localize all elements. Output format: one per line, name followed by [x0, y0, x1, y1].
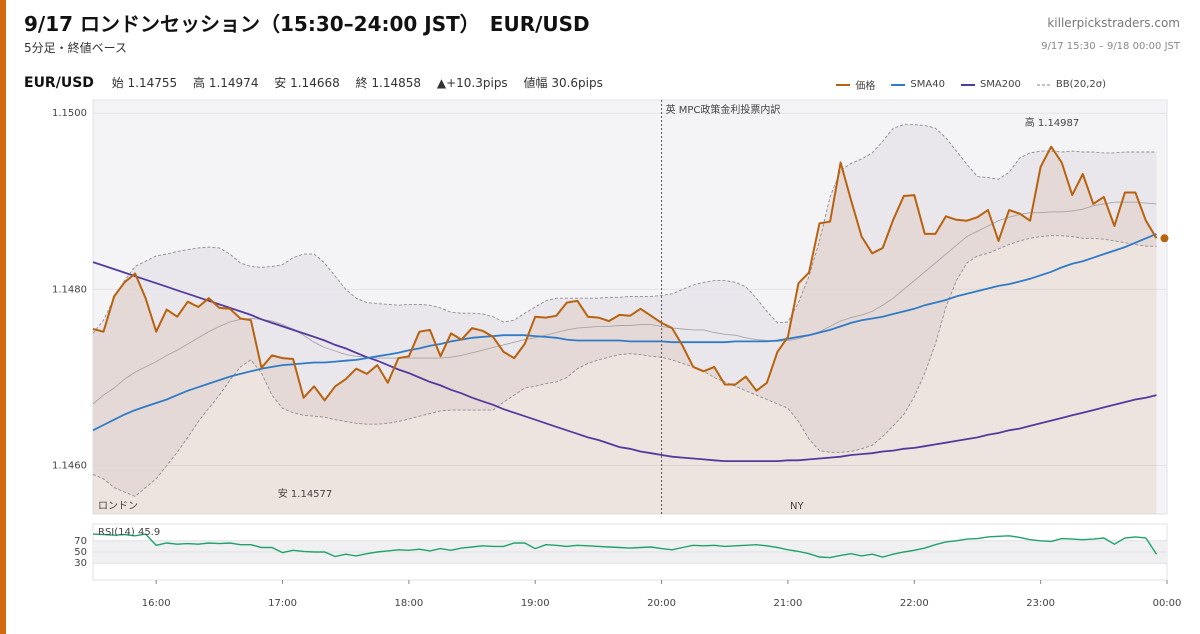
- rsi-label: RSI(14) 45.9: [98, 527, 160, 538]
- event-label: 英 MPC政策金利投票内訳: [666, 103, 781, 116]
- legend-swatch-sma40: [891, 83, 906, 86]
- legend-swatch-price: [836, 83, 851, 86]
- x-tick-label: 16:00: [142, 598, 171, 609]
- session-label-ny: NY: [790, 501, 804, 512]
- high-annotation: 高 1.14987: [1025, 116, 1080, 129]
- x-tick-label: 17:00: [268, 598, 297, 609]
- page-subtitle: 5分足・終値ベース: [24, 41, 128, 55]
- sma200-line: [92, 261, 1157, 462]
- site-name: killerpickstraders.com: [1047, 16, 1180, 30]
- high-value: 高 1.14974: [193, 76, 259, 90]
- chart-legend: 価格 SMA40 SMA200 BB(20,2σ): [836, 77, 1106, 92]
- x-tick-label: 23:00: [1026, 598, 1055, 609]
- last-price-marker: [1160, 234, 1169, 243]
- rsi-tick-label: 50: [74, 547, 87, 558]
- accent-bar: [0, 0, 6, 634]
- x-tick-label: 19:00: [521, 598, 550, 609]
- bb-middle-line: [92, 201, 1157, 405]
- legend-swatch-sma200: [960, 83, 975, 86]
- legend-label-sma40: SMA40: [910, 79, 945, 90]
- date-range: 9/17 15:30 – 9/18 00:00 JST: [1041, 41, 1180, 52]
- rsi-tick-label: 70: [74, 536, 87, 547]
- price-area-fill: [93, 146, 1157, 514]
- legend-swatch-bb: [1036, 84, 1051, 85]
- legend-label-sma200: SMA200: [979, 79, 1021, 90]
- legend-item-sma40[interactable]: SMA40: [891, 79, 945, 90]
- bb-band-fill: [93, 124, 1157, 497]
- x-tick-label: 00:00: [1153, 598, 1182, 609]
- sma40-line: [92, 233, 1157, 432]
- rsi-tick-label: 30: [74, 558, 87, 569]
- ohlc-info-bar: EUR/USD 始 1.14755 高 1.14974 安 1.14668 終 …: [24, 74, 615, 91]
- x-tick-label: 22:00: [900, 598, 929, 609]
- low-annotation: 安 1.14577: [278, 487, 333, 500]
- change-value: ▲+10.3pips: [436, 76, 508, 90]
- session-label-london: ロンドン: [98, 501, 138, 512]
- bb-lower-line: [92, 235, 1157, 497]
- legend-item-bb[interactable]: BB(20,2σ): [1036, 79, 1106, 90]
- y-tick-label: 1.1480: [52, 284, 87, 295]
- pair-label: EUR/USD: [24, 75, 94, 91]
- open-value: 始 1.14755: [111, 76, 178, 90]
- low-value: 安 1.14668: [274, 76, 340, 90]
- price-line: [92, 145, 1158, 402]
- legend-item-price[interactable]: 価格: [836, 77, 875, 92]
- rsi-line: [92, 533, 1158, 559]
- y-tick-label: 1.1460: [52, 461, 87, 472]
- bb-upper-line: [92, 124, 1157, 334]
- x-tick-label: 20:00: [647, 598, 676, 609]
- range-width-value: 値幅 30.6pips: [523, 76, 603, 90]
- close-value: 終 1.14858: [355, 76, 422, 90]
- page-title: 9/17 ロンドンセッション（15:30–24:00 JST） EUR/USD: [24, 12, 590, 36]
- legend-label-bb: BB(20,2σ): [1055, 79, 1106, 90]
- x-tick-label: 18:00: [394, 598, 423, 609]
- legend-item-sma200[interactable]: SMA200: [960, 79, 1021, 90]
- y-tick-label: 1.1500: [52, 108, 87, 119]
- legend-label-price: 価格: [855, 81, 876, 92]
- x-tick-label: 21:00: [774, 598, 803, 609]
